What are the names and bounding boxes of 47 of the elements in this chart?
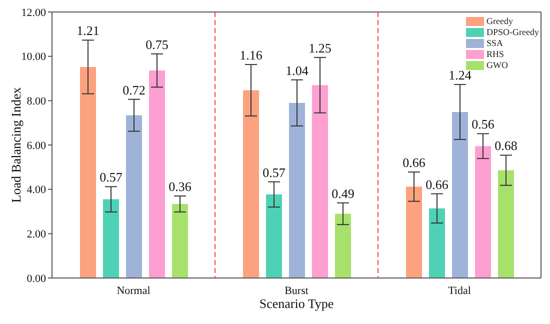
bar — [243, 90, 259, 278]
bar — [406, 186, 422, 278]
bar — [126, 115, 142, 278]
y-tick-label: 0.00 — [26, 272, 46, 285]
legend-label: RHS — [486, 49, 504, 59]
bar — [452, 112, 468, 278]
bar — [149, 70, 165, 278]
bar — [429, 208, 445, 278]
bar — [498, 170, 514, 278]
annotation: 0.66 — [426, 176, 449, 192]
legend-label: DPSO-Greedy — [486, 27, 539, 37]
y-tick-label: 6.00 — [26, 140, 46, 152]
annotation: 0.57 — [100, 170, 123, 185]
annotation: 0.36 — [168, 178, 192, 194]
y-tick-label: 2.00 — [26, 228, 46, 241]
bar — [103, 199, 119, 278]
x-tick-label: Burst — [284, 284, 308, 297]
legend-label: GWO — [486, 60, 508, 70]
legend-label: SSA — [486, 38, 504, 48]
annotation: 1.24 — [448, 67, 472, 82]
annotation: 1.21 — [76, 23, 100, 38]
y-tick-label: 8.00 — [26, 96, 46, 108]
bar — [80, 66, 96, 278]
annotation: 1.25 — [308, 40, 332, 56]
annotation: 1.04 — [286, 62, 309, 78]
annotation: 0.68 — [494, 138, 518, 154]
annotation: 0.75 — [146, 36, 168, 52]
bar — [312, 85, 328, 278]
y-tick-label: 10.00 — [21, 51, 46, 64]
bar — [172, 204, 188, 278]
y-tick-label: 4.00 — [26, 184, 46, 196]
annotation: 0.56 — [472, 116, 495, 132]
bar — [335, 214, 351, 278]
annotation: 0.57 — [262, 164, 286, 180]
annotation: 0.72 — [122, 82, 146, 98]
y-axis-title: Load Balancing Index — [8, 86, 24, 203]
annotation: 0.66 — [402, 155, 426, 170]
annotation: 1.16 — [240, 48, 263, 63]
x-tick-label: Tidal — [448, 284, 471, 297]
annotation: 0.49 — [332, 186, 354, 201]
bar — [289, 102, 305, 278]
bar — [266, 194, 282, 278]
bar — [475, 146, 491, 278]
x-tick-label: Normal — [116, 284, 150, 297]
legend-label: Greedy — [486, 16, 513, 26]
x-axis-title: Scenario Type — [259, 296, 334, 311]
y-tick-label: 12.00 — [21, 6, 46, 19]
